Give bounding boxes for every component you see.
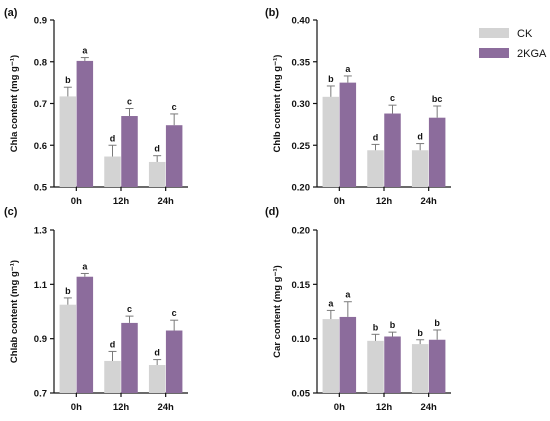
x-tick-label: 0h	[71, 402, 82, 413]
y-tick-label: 0.5	[34, 183, 48, 194]
y-tick-label: 0.8	[34, 57, 47, 68]
bar-2kga	[339, 82, 357, 187]
chart-panel-b: (b) 0.20 0.25 0.30 0.35 0.40 Chlb content (mg …	[265, 7, 451, 207]
y-tick-label: 0.35	[292, 57, 311, 68]
y-axis-title: Chlb content (mg g⁻¹)	[272, 55, 283, 153]
legend-label-ck: CK	[517, 28, 533, 40]
significance-letter: c	[127, 97, 132, 107]
significance-letter: c	[390, 93, 395, 103]
bar-ck	[148, 161, 166, 187]
bar-2kga	[121, 116, 138, 187]
legend-swatch-ck	[479, 28, 509, 38]
bar-ck	[367, 340, 384, 393]
y-tick-label: 0.05	[292, 389, 311, 400]
panel-letter: (c)	[4, 206, 18, 218]
significance-letter: d	[110, 133, 116, 143]
y-tick-label: 0.20	[292, 226, 311, 237]
panel-letter: (b)	[265, 7, 279, 19]
significance-letter: b	[390, 320, 396, 330]
significance-letter: d	[154, 144, 160, 154]
bar-2kga	[384, 336, 401, 393]
significance-letter: c	[127, 304, 132, 314]
significance-letter: a	[328, 298, 334, 308]
bar-ck	[59, 304, 77, 393]
y-tick-label: 0.7	[34, 389, 47, 400]
bar-2kga	[339, 316, 357, 393]
bar-2kga	[428, 117, 446, 187]
significance-letter: a	[345, 290, 351, 300]
y-tick-label: 0.40	[292, 16, 311, 27]
bar-2kga	[76, 276, 94, 393]
significance-letter: bc	[432, 94, 443, 104]
y-tick-label: 0.10	[292, 334, 311, 345]
significance-letter: d	[417, 132, 423, 142]
y-axis-title: Chlab content (mg g⁻¹)	[9, 260, 20, 363]
significance-letter: b	[65, 286, 71, 296]
bar-2kga	[428, 339, 446, 393]
bar-2kga	[384, 113, 401, 187]
x-tick-label: 0h	[334, 196, 345, 207]
significance-letter: d	[154, 348, 160, 358]
legend-swatch-2kga	[479, 48, 509, 58]
bar-ck	[59, 96, 77, 187]
y-tick-label: 0.9	[34, 16, 47, 27]
y-tick-label: 1.3	[34, 226, 47, 237]
panel-letter: (a)	[4, 7, 18, 19]
y-tick-label: 0.6	[34, 141, 47, 152]
legend-label-2kga: 2KGA	[517, 48, 547, 60]
bar-ck	[411, 344, 429, 393]
x-tick-label: 24h	[157, 402, 174, 413]
x-tick-label: 24h	[420, 196, 437, 207]
legend: CK 2KGA	[479, 28, 547, 60]
x-tick-label: 0h	[71, 196, 82, 207]
y-tick-label: 0.20	[292, 183, 311, 194]
significance-letter: a	[82, 46, 88, 56]
significance-letter: d	[373, 132, 379, 142]
chart-panel-a: (a) 0.5 0.6 0.7 0.8 0.9 Chla content (mg g⁻¹) 0…	[4, 7, 188, 207]
significance-letter: b	[434, 318, 440, 328]
y-axis-title: Chla content (mg g⁻¹)	[9, 55, 20, 152]
x-tick-label: 24h	[420, 402, 437, 413]
bar-2kga	[121, 322, 138, 393]
bar-ck	[322, 319, 340, 393]
bar-2kga	[165, 330, 183, 393]
significance-letter: b	[328, 74, 334, 84]
chart-panel-c: (c) 0.7 0.9 1.1 1.3 Chlab content (mg g⁻¹) 0h b…	[4, 206, 188, 413]
significance-letter: c	[172, 308, 177, 318]
bar-ck	[322, 96, 340, 187]
y-tick-label: 0.15	[292, 280, 311, 291]
significance-letter: b	[417, 328, 423, 338]
bar-2kga	[165, 125, 183, 187]
x-tick-label: 24h	[157, 196, 174, 207]
significance-letter: d	[110, 339, 116, 349]
y-tick-label: 0.7	[34, 99, 47, 110]
bar-2kga	[76, 60, 94, 187]
bar-ck	[411, 150, 429, 187]
x-tick-label: 12h	[113, 402, 130, 413]
significance-letter: b	[65, 75, 71, 85]
x-tick-label: 0h	[334, 402, 345, 413]
bar-ck	[104, 156, 121, 187]
significance-letter: c	[172, 102, 177, 112]
significance-letter: a	[82, 261, 88, 271]
y-tick-label: 1.1	[34, 280, 48, 291]
bar-ck	[104, 360, 121, 393]
chart-panel-d: (d) 0.05 0.10 0.15 0.20 Car content (mg g⁻¹) 0…	[265, 206, 451, 413]
x-tick-label: 12h	[376, 402, 393, 413]
x-tick-label: 12h	[376, 196, 393, 207]
y-tick-label: 0.25	[292, 141, 311, 152]
bar-ck	[367, 150, 384, 187]
y-tick-label: 0.9	[34, 334, 47, 345]
panel-letter: (d)	[265, 206, 279, 218]
y-tick-label: 0.30	[292, 99, 311, 110]
significance-letter: a	[345, 64, 351, 74]
bar-ck	[148, 365, 166, 393]
significance-letter: b	[373, 322, 379, 332]
x-tick-label: 12h	[113, 196, 130, 207]
y-axis-title: Car content (mg g⁻¹)	[272, 265, 283, 358]
